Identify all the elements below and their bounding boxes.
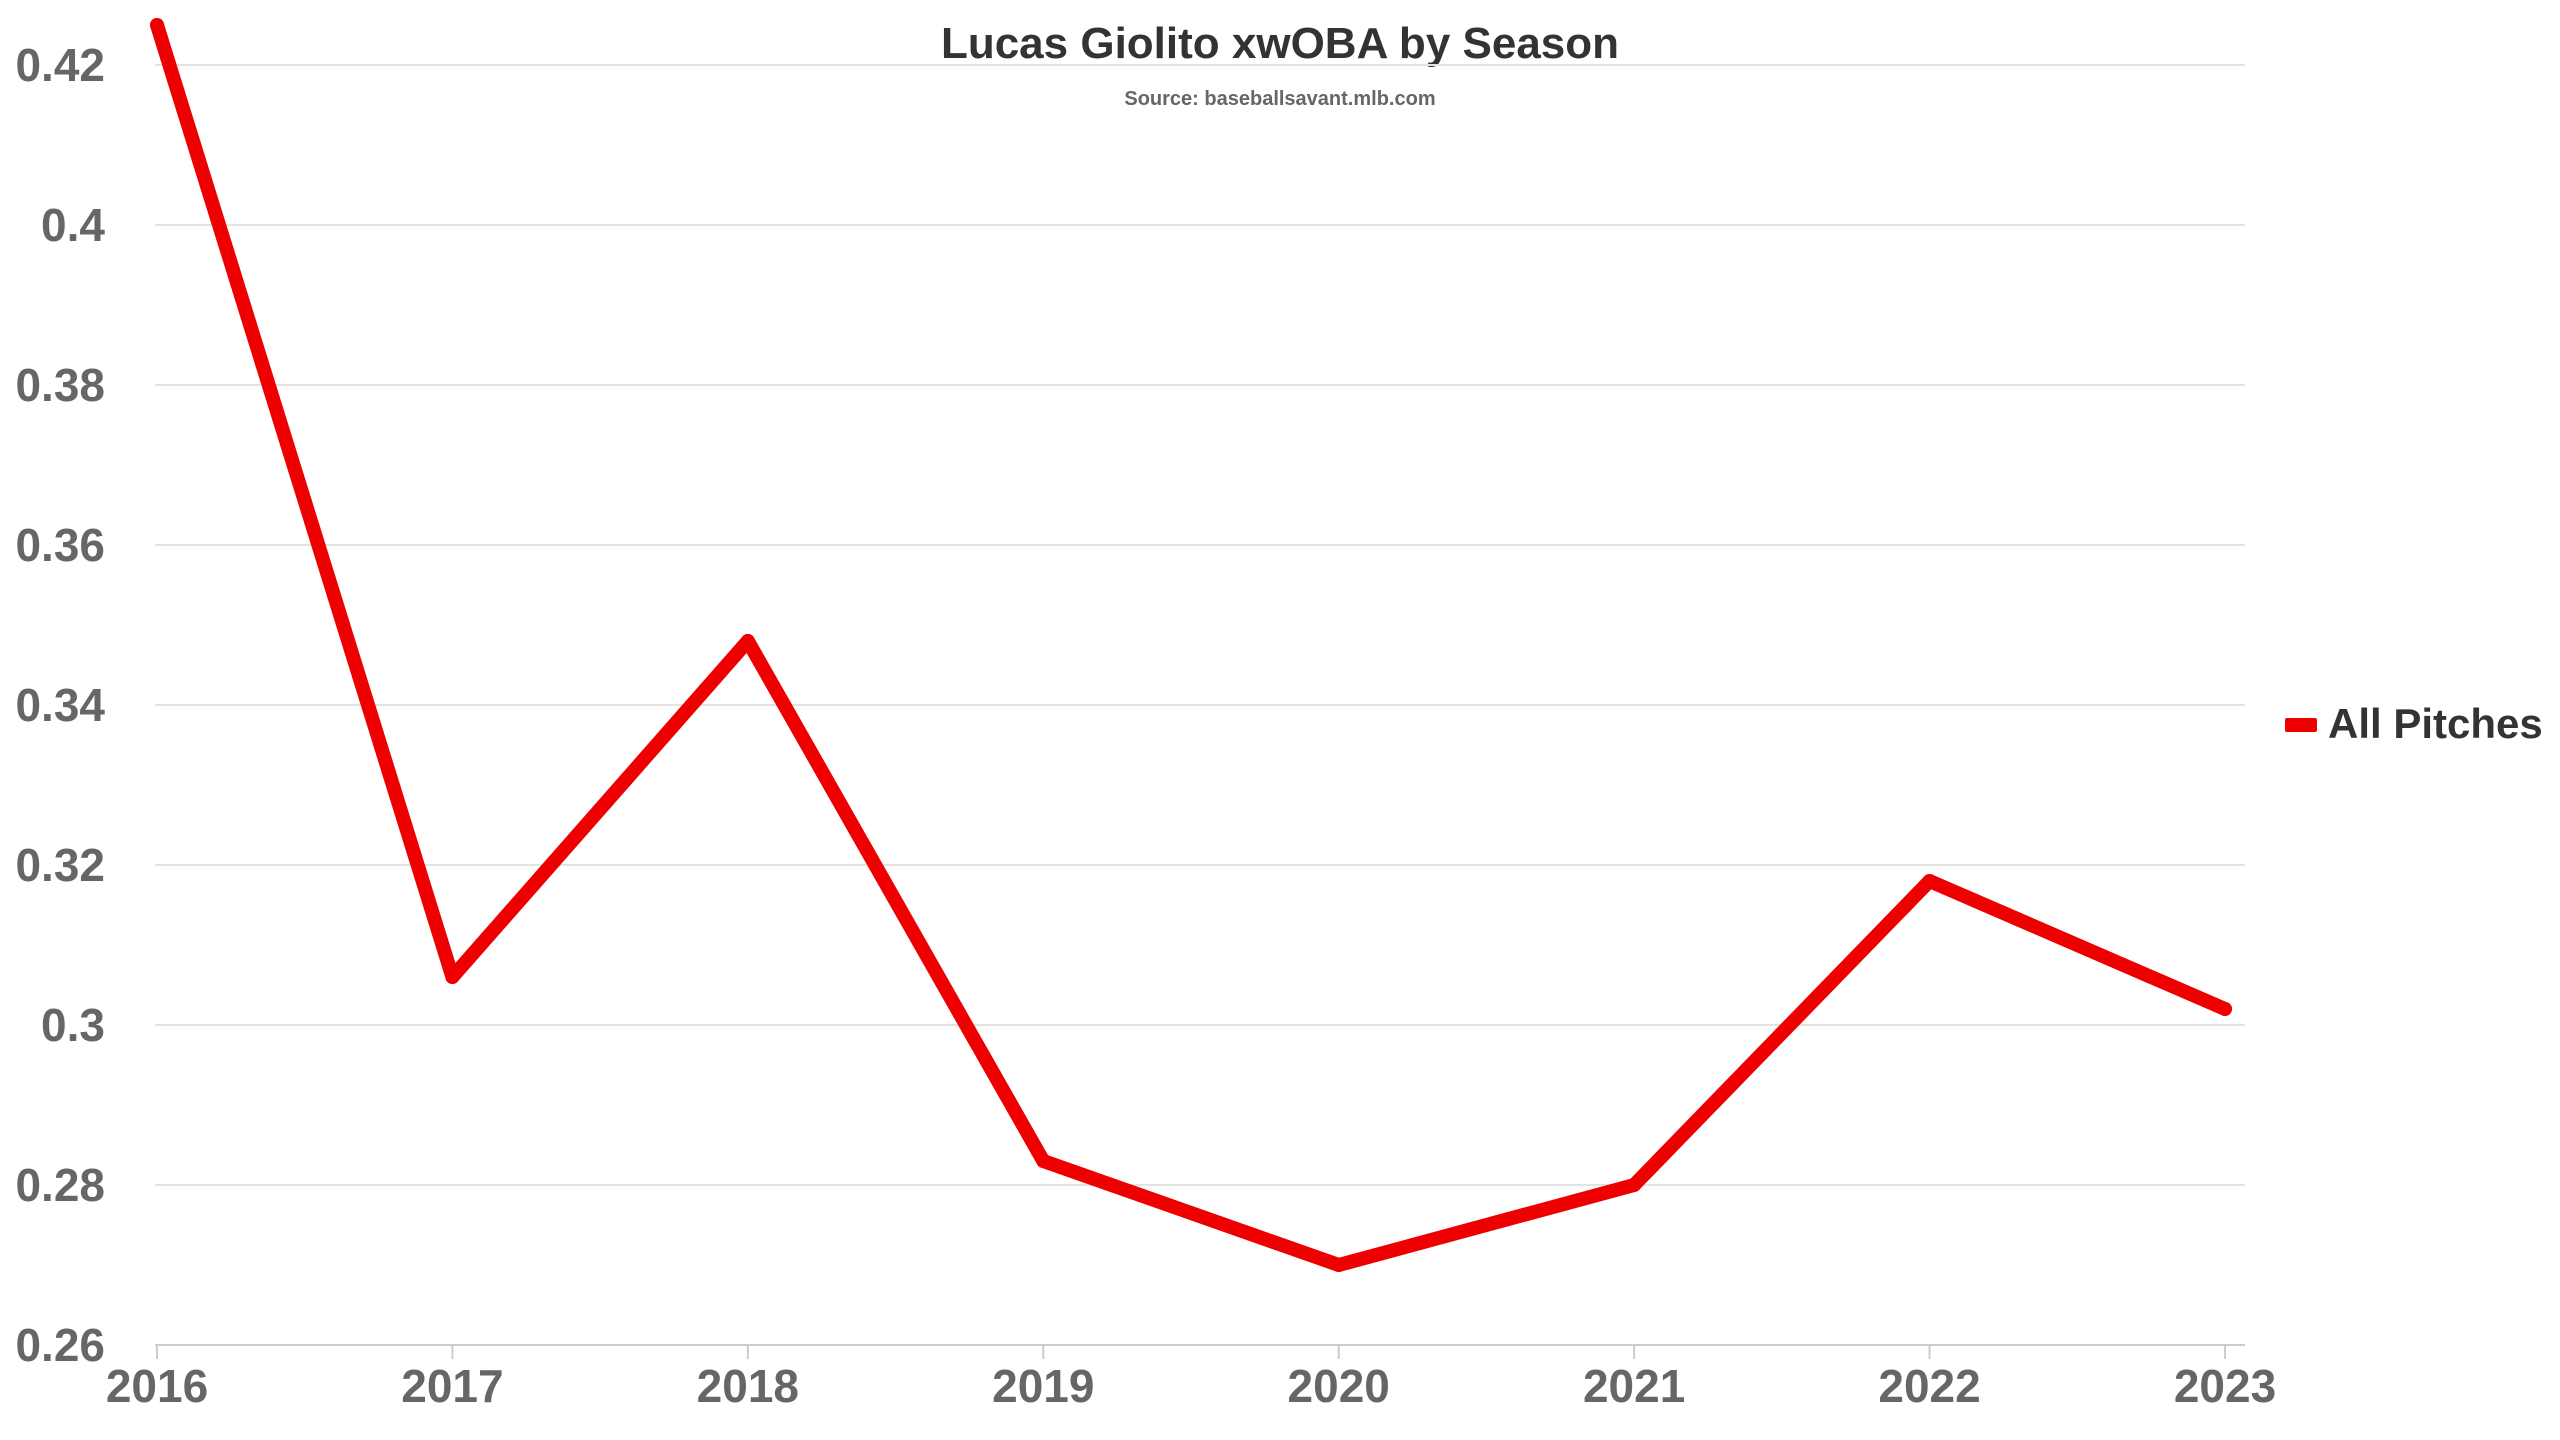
legend-label: All Pitches — [2328, 700, 2543, 747]
data-point — [1922, 874, 1937, 888]
gridlines — [155, 64, 2245, 1186]
x-tick-label: 2022 — [1878, 1360, 1980, 1412]
data-point — [1331, 1258, 1346, 1272]
x-tick-label: 2016 — [106, 1360, 208, 1412]
y-tick-label: 0.28 — [15, 1159, 105, 1211]
x-tick-label: 2020 — [1288, 1360, 1390, 1412]
series-layer — [150, 18, 2232, 1272]
legend-swatch — [2285, 718, 2317, 732]
y-tick-label: 0.38 — [15, 359, 105, 411]
y-tick-label: 0.36 — [15, 519, 105, 571]
chart-subtitle: Source: baseballsavant.mlb.com — [1124, 88, 1435, 110]
chart-title: Lucas Giolito xwOBA by Season — [941, 19, 1619, 68]
data-point — [445, 970, 460, 984]
data-point — [1036, 1154, 1051, 1168]
y-tick-label: 0.34 — [15, 679, 105, 731]
data-point — [150, 18, 164, 32]
y-tick-label: 0.3 — [41, 999, 105, 1051]
y-tick-label: 0.32 — [15, 839, 105, 891]
y-axis: 0.26 0.28 0.3 0.32 0.34 0.36 0.38 0.4 0.42 — [15, 39, 105, 1371]
x-axis: 2016 2017 2018 2019 2020 2021 2022 2023 — [106, 1344, 2276, 1412]
x-tick-label: 2017 — [401, 1360, 503, 1412]
data-point — [2218, 1002, 2232, 1016]
x-tick-label: 2019 — [992, 1360, 1094, 1412]
data-point — [1627, 1178, 1642, 1192]
series-line-all-pitches — [150, 18, 2232, 1272]
legend[interactable]: All Pitches — [2285, 700, 2543, 747]
y-tick-label: 0.4 — [41, 199, 105, 251]
data-point — [740, 634, 755, 648]
x-tick-label: 2021 — [1583, 1360, 1685, 1412]
x-tick-label: 2018 — [697, 1360, 799, 1412]
y-tick-label: 0.42 — [15, 39, 105, 91]
y-tick-label: 0.26 — [15, 1319, 105, 1371]
x-tick-label: 2023 — [2174, 1360, 2276, 1412]
